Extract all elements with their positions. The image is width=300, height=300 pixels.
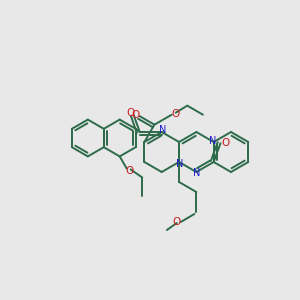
- Text: N: N: [209, 136, 216, 146]
- Text: N: N: [159, 125, 166, 135]
- Text: O: O: [221, 138, 230, 148]
- Text: N: N: [176, 159, 184, 169]
- Text: O: O: [132, 110, 140, 120]
- Text: O: O: [172, 109, 180, 119]
- Text: O: O: [172, 217, 181, 227]
- Text: O: O: [126, 166, 134, 176]
- Text: O: O: [127, 108, 135, 118]
- Text: N: N: [193, 168, 200, 178]
